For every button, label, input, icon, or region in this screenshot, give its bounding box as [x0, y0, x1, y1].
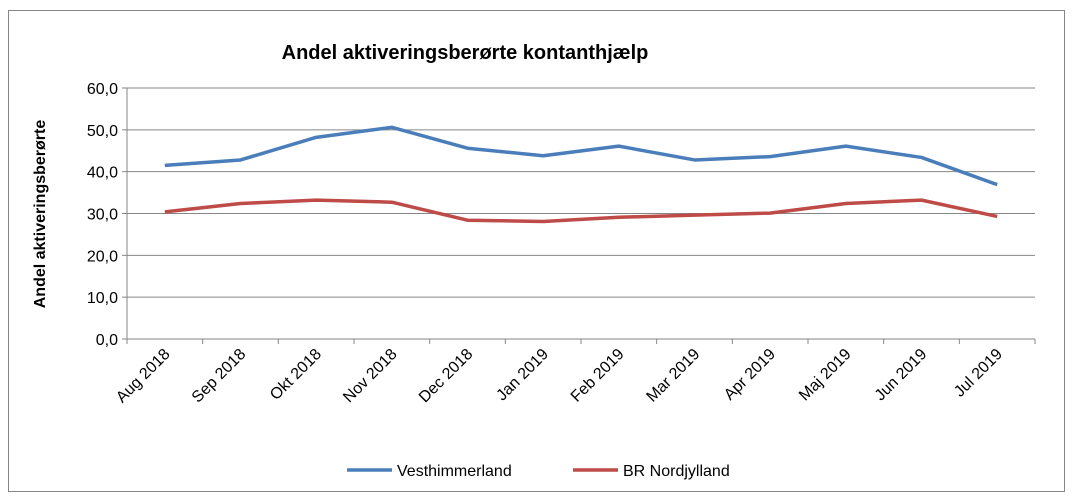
series-line: [164, 125, 998, 187]
series-line: [164, 198, 998, 224]
legend-label: Vesthimmerland: [397, 463, 512, 480]
y-tick-label: 0,0: [96, 332, 118, 349]
y-tick-label: 20,0: [87, 248, 118, 265]
chart-title: Andel aktiveringsberørte kontanthjælp: [282, 42, 649, 64]
y-tick-label: 60,0: [87, 81, 118, 98]
y-tick-label: 50,0: [87, 123, 118, 140]
y-tick-label: 40,0: [87, 165, 118, 182]
legend-label: BR Nordjylland: [623, 463, 730, 480]
y-axis-label: Andel aktiveringsberørte: [32, 120, 49, 309]
chart-border: [8, 10, 1065, 492]
y-tick-label: 10,0: [87, 290, 118, 307]
y-tick-label: 30,0: [87, 207, 118, 224]
